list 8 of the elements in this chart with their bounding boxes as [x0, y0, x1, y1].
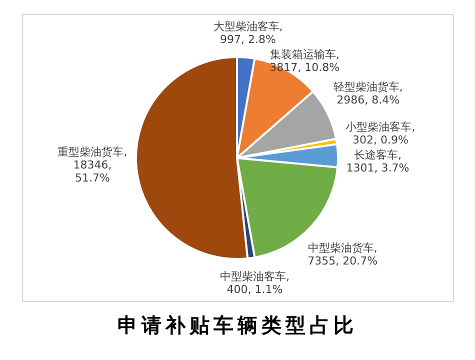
slice-label: 小型柴油客车, 302, 0.9% [346, 120, 416, 147]
slice-label: 中型柴油客车, 400, 1.1% [220, 270, 290, 296]
slice-label: 轻型柴油货车, 2986, 8.4% [333, 80, 403, 106]
slice-label: 长途客车, 1301, 3.7% [346, 148, 410, 175]
slice-label: 大型柴油客车, 997, 2.8% [213, 20, 283, 46]
slice-label: 重型柴油货车, 18346, 51.7% [58, 145, 128, 184]
slice-label: 中型柴油货车, 7355, 20.7% [308, 242, 378, 268]
text: 申请补贴车辆类型占比 [116, 312, 358, 339]
